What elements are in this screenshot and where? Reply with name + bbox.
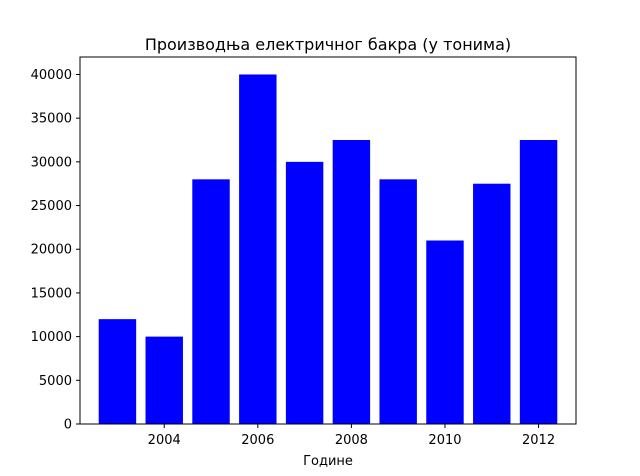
x-axis: 2004 2006 2008 2010 2012 [148, 424, 555, 448]
bar-2012 [519, 140, 558, 424]
bar-2004 [145, 336, 183, 424]
bar-2010 [426, 240, 464, 424]
bar-2003 [98, 319, 137, 424]
x-tick-label-2006: 2006 [241, 433, 274, 448]
x-tick-label-2004: 2004 [148, 433, 181, 448]
x-tick-label-2010: 2010 [428, 433, 461, 448]
y-tick-label-30000: 30000 [31, 155, 72, 170]
bar-2009 [379, 179, 417, 424]
y-tick-label-35000: 35000 [31, 112, 72, 127]
y-tick-label-0: 0 [64, 418, 72, 433]
y-tick-label-25000: 25000 [31, 199, 72, 214]
y-tick-label-15000: 15000 [31, 286, 72, 301]
x-axis-label: Године [303, 454, 353, 469]
y-tick-label-5000: 5000 [39, 374, 72, 389]
x-tick-label-2012: 2012 [522, 433, 555, 448]
bar-2007 [285, 161, 324, 424]
x-tick-label-2008: 2008 [335, 433, 368, 448]
y-tick-label-10000: 10000 [31, 330, 72, 345]
bar-2008 [332, 140, 371, 424]
plot-frame [79, 56, 577, 425]
y-tick-label-40000: 40000 [31, 68, 72, 83]
bar-2006 [239, 74, 277, 424]
bars-group [98, 74, 558, 424]
bar-2005 [192, 179, 230, 424]
y-tick-label-20000: 20000 [31, 243, 72, 258]
chart-title: Производња електричног бакра (у тонима) [145, 35, 511, 54]
bar-2011 [473, 183, 511, 424]
y-axis: 0 5000 10000 15000 20000 25000 30000 35000 40000 [31, 68, 80, 433]
